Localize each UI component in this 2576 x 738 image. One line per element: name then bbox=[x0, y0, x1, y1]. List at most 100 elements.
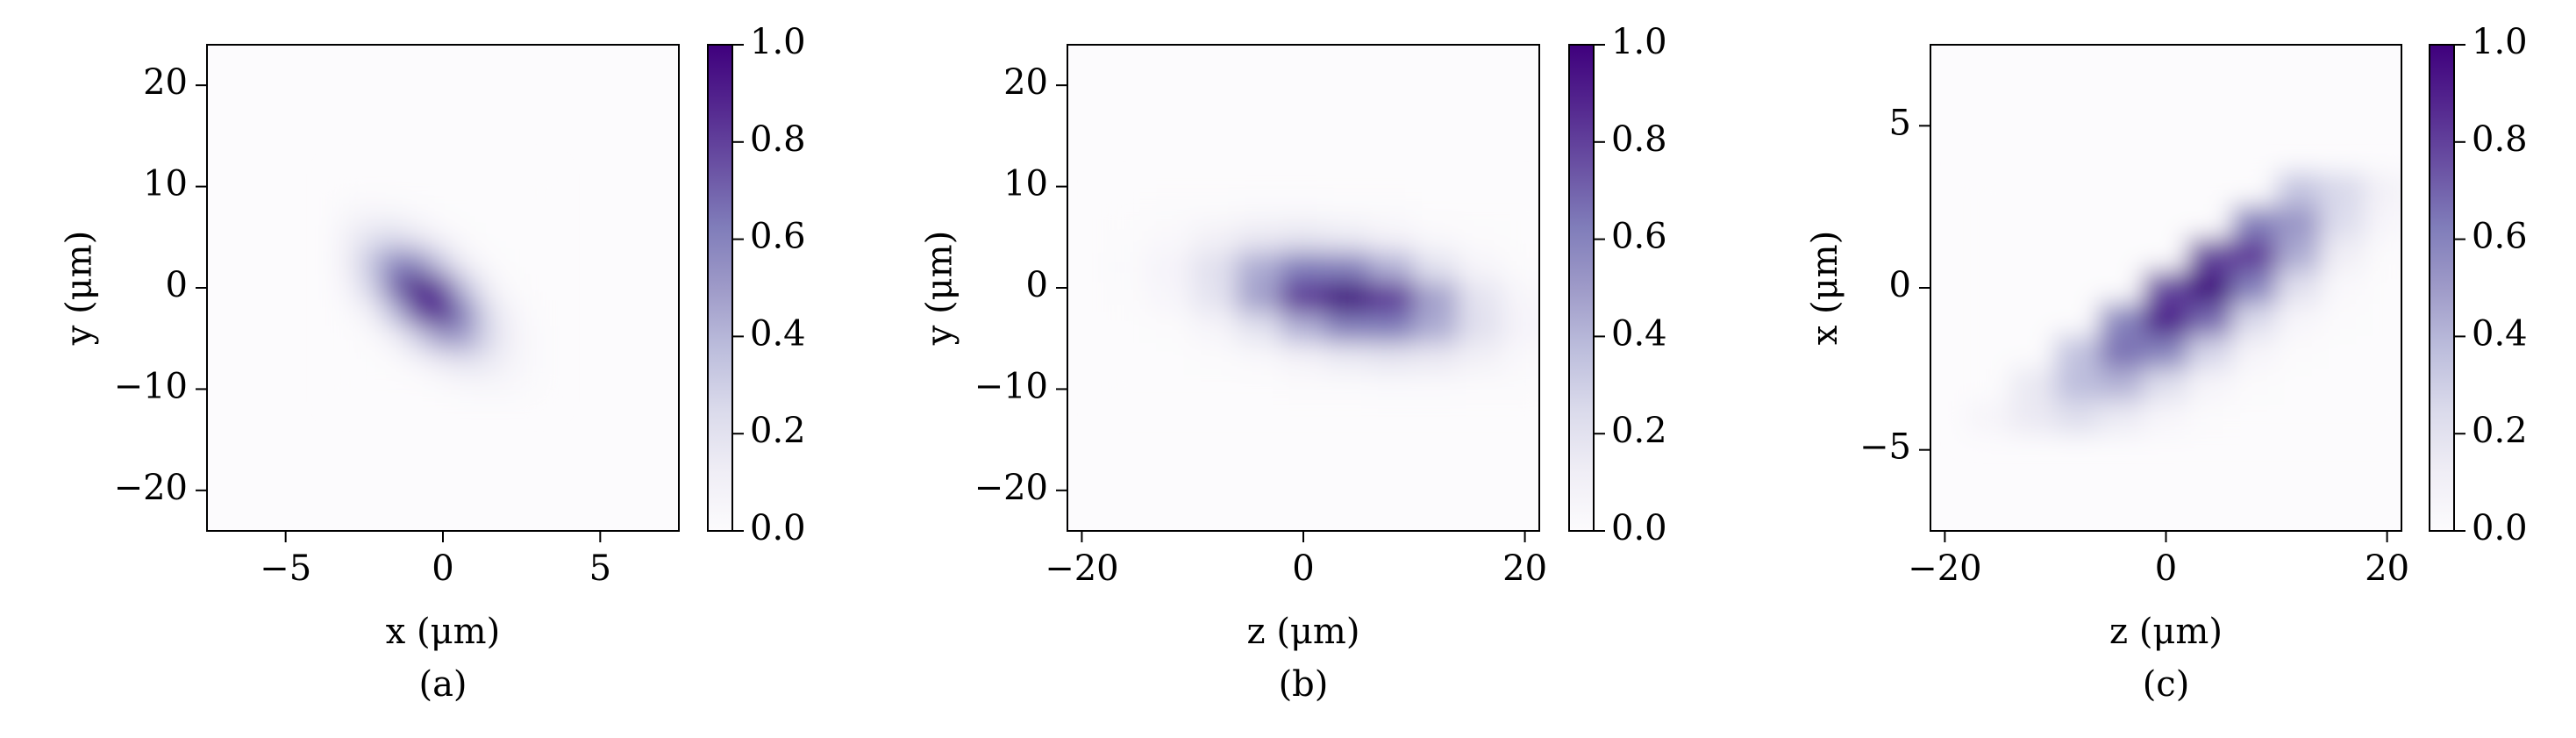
colorbar-tick-label: 0.2 bbox=[2472, 411, 2528, 451]
heat-cell bbox=[1281, 312, 1326, 344]
heat-cell bbox=[2276, 271, 2322, 305]
heat-cell bbox=[2276, 239, 2322, 273]
y-tick-label: 20 bbox=[143, 62, 188, 103]
heat-cell bbox=[1966, 174, 2012, 208]
heat-cell bbox=[524, 350, 550, 377]
heat-cell bbox=[1369, 373, 1415, 405]
panel: −20 0 20 −5 0 5 z (μm) (c) x (μm) 0.0 0.2 0.4 0.6 0.8… bbox=[1805, 22, 2528, 705]
heat-cell bbox=[524, 249, 550, 276]
heat-cell bbox=[2054, 368, 2101, 402]
heat-cell bbox=[2364, 368, 2401, 402]
heat-cell bbox=[1413, 342, 1459, 375]
heat-cell bbox=[2099, 174, 2144, 208]
x-tick-label: 0 bbox=[432, 548, 453, 589]
colorbar-tick-label: 0.0 bbox=[2472, 508, 2528, 548]
heat-cell bbox=[524, 299, 550, 326]
heat-cell bbox=[477, 376, 503, 403]
heat-cell bbox=[2010, 335, 2056, 369]
heat-cell bbox=[2187, 174, 2233, 208]
heat-cell bbox=[336, 376, 361, 403]
x-axis-label: x (μm) bbox=[386, 612, 500, 652]
heat-cell bbox=[453, 198, 479, 226]
heat-cell bbox=[1369, 190, 1415, 223]
heat-cell bbox=[1192, 373, 1238, 405]
colorbar bbox=[2429, 44, 2455, 532]
heat-cell bbox=[407, 350, 432, 377]
heat-cell bbox=[2099, 271, 2144, 305]
heat-cell bbox=[336, 299, 361, 326]
heat-cell bbox=[1147, 282, 1194, 314]
heat-cell bbox=[1281, 252, 1326, 283]
heat-cell bbox=[2143, 239, 2189, 273]
heat-cell bbox=[453, 325, 479, 352]
heat-cell bbox=[453, 350, 479, 377]
x-tick-label: 0 bbox=[1292, 548, 1314, 589]
heat-cell bbox=[453, 224, 479, 251]
heat-cell bbox=[1966, 239, 2012, 273]
heat-cell bbox=[383, 249, 409, 276]
heat-cell bbox=[1236, 252, 1282, 283]
heat-cell bbox=[1413, 312, 1459, 344]
heat-cell bbox=[1502, 282, 1539, 314]
heat-cell bbox=[2054, 206, 2101, 240]
heat-cell bbox=[2231, 335, 2278, 369]
heat-cell bbox=[501, 173, 526, 200]
heat-cell bbox=[2320, 174, 2365, 208]
y-tick-label: 20 bbox=[1003, 62, 1048, 103]
heat-cell bbox=[1324, 282, 1371, 314]
heat-cell bbox=[2143, 303, 2189, 337]
heat-cell bbox=[336, 275, 361, 301]
heat-cell bbox=[2231, 206, 2278, 240]
heat-cell bbox=[2231, 271, 2278, 305]
heat-cell bbox=[1369, 252, 1415, 283]
heat-cell bbox=[1458, 342, 1503, 375]
colorbar bbox=[707, 44, 733, 532]
heat-cell bbox=[501, 249, 526, 276]
heat-cell bbox=[1369, 312, 1415, 344]
heat-cell bbox=[1966, 303, 2012, 337]
colorbar-tick-label: 0.8 bbox=[1611, 119, 1667, 160]
heat-cell bbox=[2231, 303, 2278, 337]
heat-cell bbox=[1147, 312, 1194, 344]
heat-cell bbox=[2099, 206, 2144, 240]
heat-cell bbox=[2231, 174, 2278, 208]
heat-cell bbox=[2187, 303, 2233, 337]
heat-cell bbox=[1192, 342, 1238, 375]
heat-cell bbox=[501, 376, 526, 403]
heat-cell bbox=[2231, 368, 2278, 402]
heat-cell bbox=[1502, 373, 1539, 405]
heat-cell bbox=[2010, 303, 2056, 337]
heat-cell bbox=[360, 275, 385, 301]
heat-cell bbox=[1103, 373, 1149, 405]
heat-cell bbox=[1324, 252, 1371, 283]
heat-cell bbox=[431, 350, 455, 377]
heat-cell bbox=[1192, 190, 1238, 223]
y-tick-label: 10 bbox=[143, 164, 188, 204]
heat-cell bbox=[431, 275, 455, 301]
heat-cell bbox=[1966, 400, 2012, 434]
heat-cell bbox=[1324, 373, 1371, 405]
heat-cell bbox=[1502, 342, 1539, 375]
colorbar-tick-label: 0.0 bbox=[750, 508, 806, 548]
heat-cell bbox=[431, 198, 455, 226]
heat-cell bbox=[336, 224, 361, 251]
heatmap-cells bbox=[336, 173, 550, 403]
colorbar-tick-label: 0.8 bbox=[2472, 119, 2528, 160]
heat-cell bbox=[2231, 400, 2278, 434]
colorbar bbox=[1568, 44, 1595, 532]
heat-cell bbox=[1324, 221, 1371, 254]
heat-cell bbox=[1236, 312, 1282, 344]
x-axis-label: z (μm) bbox=[1247, 612, 1360, 652]
heat-cell bbox=[2276, 174, 2322, 208]
heat-cell bbox=[524, 325, 550, 352]
heat-cell bbox=[2010, 206, 2056, 240]
heat-cell bbox=[2054, 303, 2101, 337]
heat-cell bbox=[383, 299, 409, 326]
heat-cell bbox=[453, 173, 479, 200]
heat-cell bbox=[453, 376, 479, 403]
heat-cell bbox=[431, 325, 455, 352]
heat-cell bbox=[1502, 221, 1539, 254]
heat-cell bbox=[2143, 206, 2189, 240]
colorbar-tick-label: 0.6 bbox=[2472, 217, 2528, 257]
heat-cell bbox=[2364, 303, 2401, 337]
